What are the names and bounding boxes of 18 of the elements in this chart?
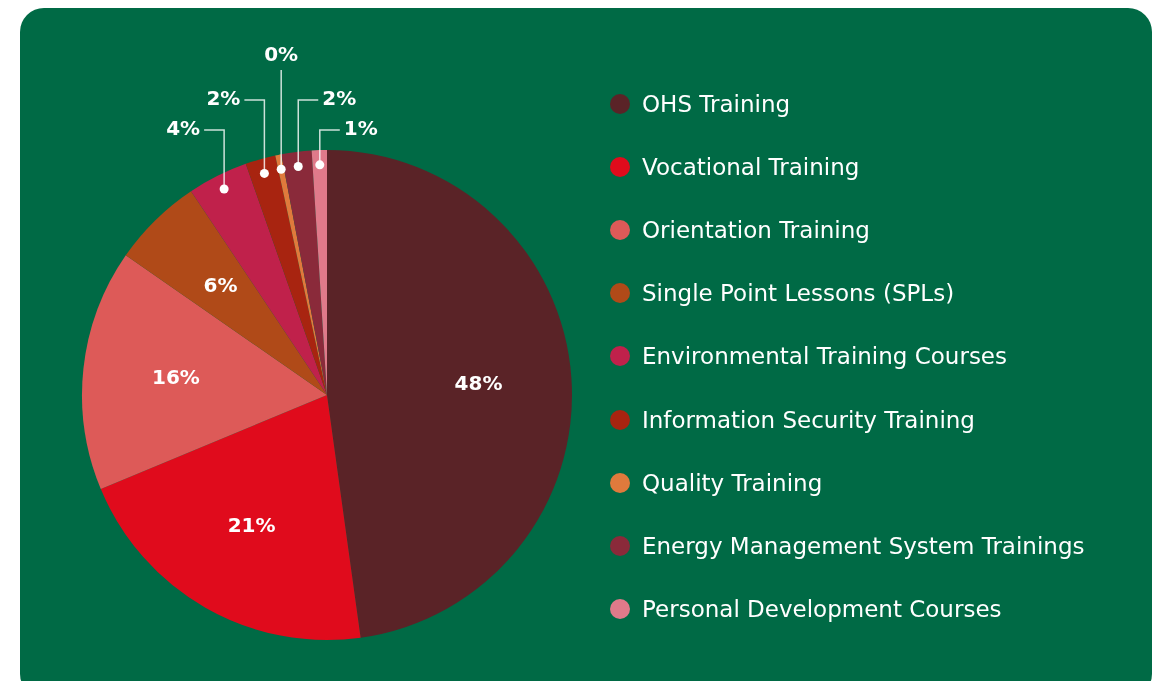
legend-label: Information Security Training (642, 406, 975, 433)
data-label: 1% (343, 116, 378, 141)
data-label: 16% (152, 365, 200, 390)
data-label: 0% (264, 42, 299, 67)
legend-label: Personal Development Courses (642, 596, 1002, 623)
legend-label: Energy Management System Trainings (642, 532, 1085, 559)
legend-label: Quality Training (642, 469, 823, 496)
legend-label: Vocational Training (642, 153, 860, 180)
legend-label: Environmental Training Courses (642, 343, 1008, 370)
data-label: 6% (203, 272, 238, 297)
legend-label: Orientation Training (642, 216, 870, 243)
data-label: 48% (454, 370, 503, 395)
data-label: 21% (227, 513, 276, 538)
data-label: 4% (166, 116, 201, 141)
legend-label: Single Point Lessons (SPLs) (642, 280, 955, 307)
legend-label: OHS Training (642, 90, 791, 117)
data-label: 2% (206, 86, 241, 111)
data-label: 2% (322, 86, 357, 111)
